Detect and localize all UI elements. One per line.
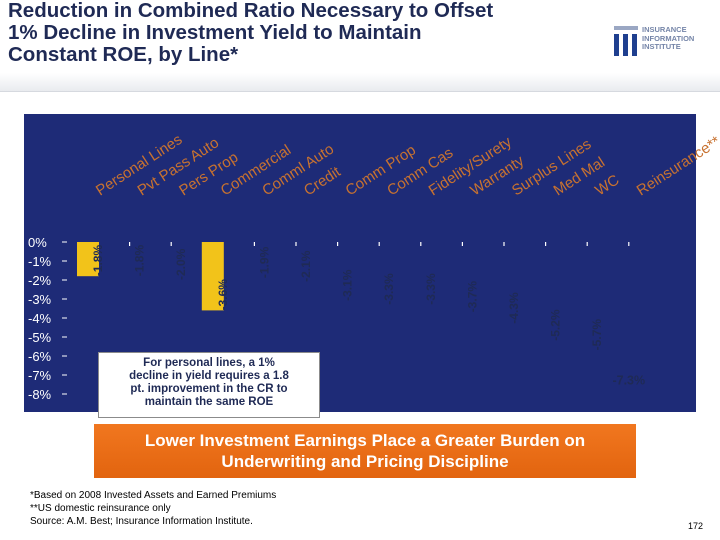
title-line: Constant ROE, by Line* xyxy=(8,43,239,66)
data-label: -1.8% xyxy=(133,245,147,277)
iii-logo: INSURANCE INFORMATION INSTITUTE xyxy=(612,22,712,66)
conclusion-banner: Lower Investment Earnings Place a Greate… xyxy=(94,424,636,478)
data-label: -1.8% xyxy=(91,245,105,277)
logo-line: INSTITUTE xyxy=(642,42,681,51)
data-label: -3.6% xyxy=(216,279,230,311)
y-tick-label: -8% xyxy=(28,387,52,402)
bar xyxy=(77,242,99,277)
banner-line: Underwriting and Pricing Discipline xyxy=(221,452,509,471)
data-label: -7.3% xyxy=(612,374,645,388)
callout-line: For personal lines, a 1% xyxy=(143,357,275,369)
y-tick-label: -1% xyxy=(28,254,52,269)
footnote: Source: A.M. Best; Insurance Information… xyxy=(30,516,253,527)
data-label: -3.3% xyxy=(424,273,438,305)
bar-series: -1.8% -1.8% -2.0% -3.6% -1.9% -2.1% -3.1% -3.3%… xyxy=(77,242,645,388)
y-tick-label: -3% xyxy=(28,292,52,307)
footnote: **US domestic reinsurance only xyxy=(30,503,171,514)
data-label: -2.0% xyxy=(174,248,188,280)
data-label: -3.7% xyxy=(465,281,479,313)
data-label: -5.2% xyxy=(549,309,563,341)
data-label: -4.3% xyxy=(507,292,521,324)
callout-line: decline in yield requires a 1.8 xyxy=(129,370,289,382)
title-line: 1% Decline in Investment Yield to Mainta… xyxy=(8,21,422,44)
header-divider xyxy=(0,73,720,92)
personal-lines-callout: For personal lines, a 1% decline in yiel… xyxy=(98,352,320,418)
callout-line: maintain the same ROE xyxy=(144,396,274,408)
y-tick-label: -7% xyxy=(28,368,52,383)
data-label: -1.9% xyxy=(257,246,271,278)
iii-logo-mark-icon xyxy=(614,26,638,56)
y-tick-label: -6% xyxy=(28,349,52,364)
logo-line: INFORMATION xyxy=(642,33,695,43)
banner-line: Lower Investment Earnings Place a Greate… xyxy=(144,431,586,450)
data-label: -3.1% xyxy=(341,269,355,301)
footnote: *Based on 2008 Invested Assets and Earne… xyxy=(30,490,277,501)
data-label: -3.3% xyxy=(382,273,396,305)
y-tick-label: -5% xyxy=(28,330,52,345)
y-axis: 0% -1% -2% -3% -4% -5% -6% -7% -8% xyxy=(28,235,67,402)
page-number: 172 xyxy=(688,521,704,531)
slide-title: Reduction in Combined Ratio Necessary to… xyxy=(8,0,608,66)
footnotes: *Based on 2008 Invested Assets and Earne… xyxy=(30,489,590,528)
y-tick-label: -2% xyxy=(28,273,52,288)
callout-line: pt. improvement in the CR to xyxy=(130,383,288,395)
data-label: -2.1% xyxy=(299,250,313,282)
data-label: -5.7% xyxy=(590,319,604,351)
bar xyxy=(201,242,224,311)
y-tick-label: -4% xyxy=(28,311,52,326)
logo-line: INSURANCE xyxy=(642,25,687,34)
title-line: Reduction in Combined Ratio Necessary to… xyxy=(8,0,494,22)
y-tick-label: 0% xyxy=(28,235,47,250)
